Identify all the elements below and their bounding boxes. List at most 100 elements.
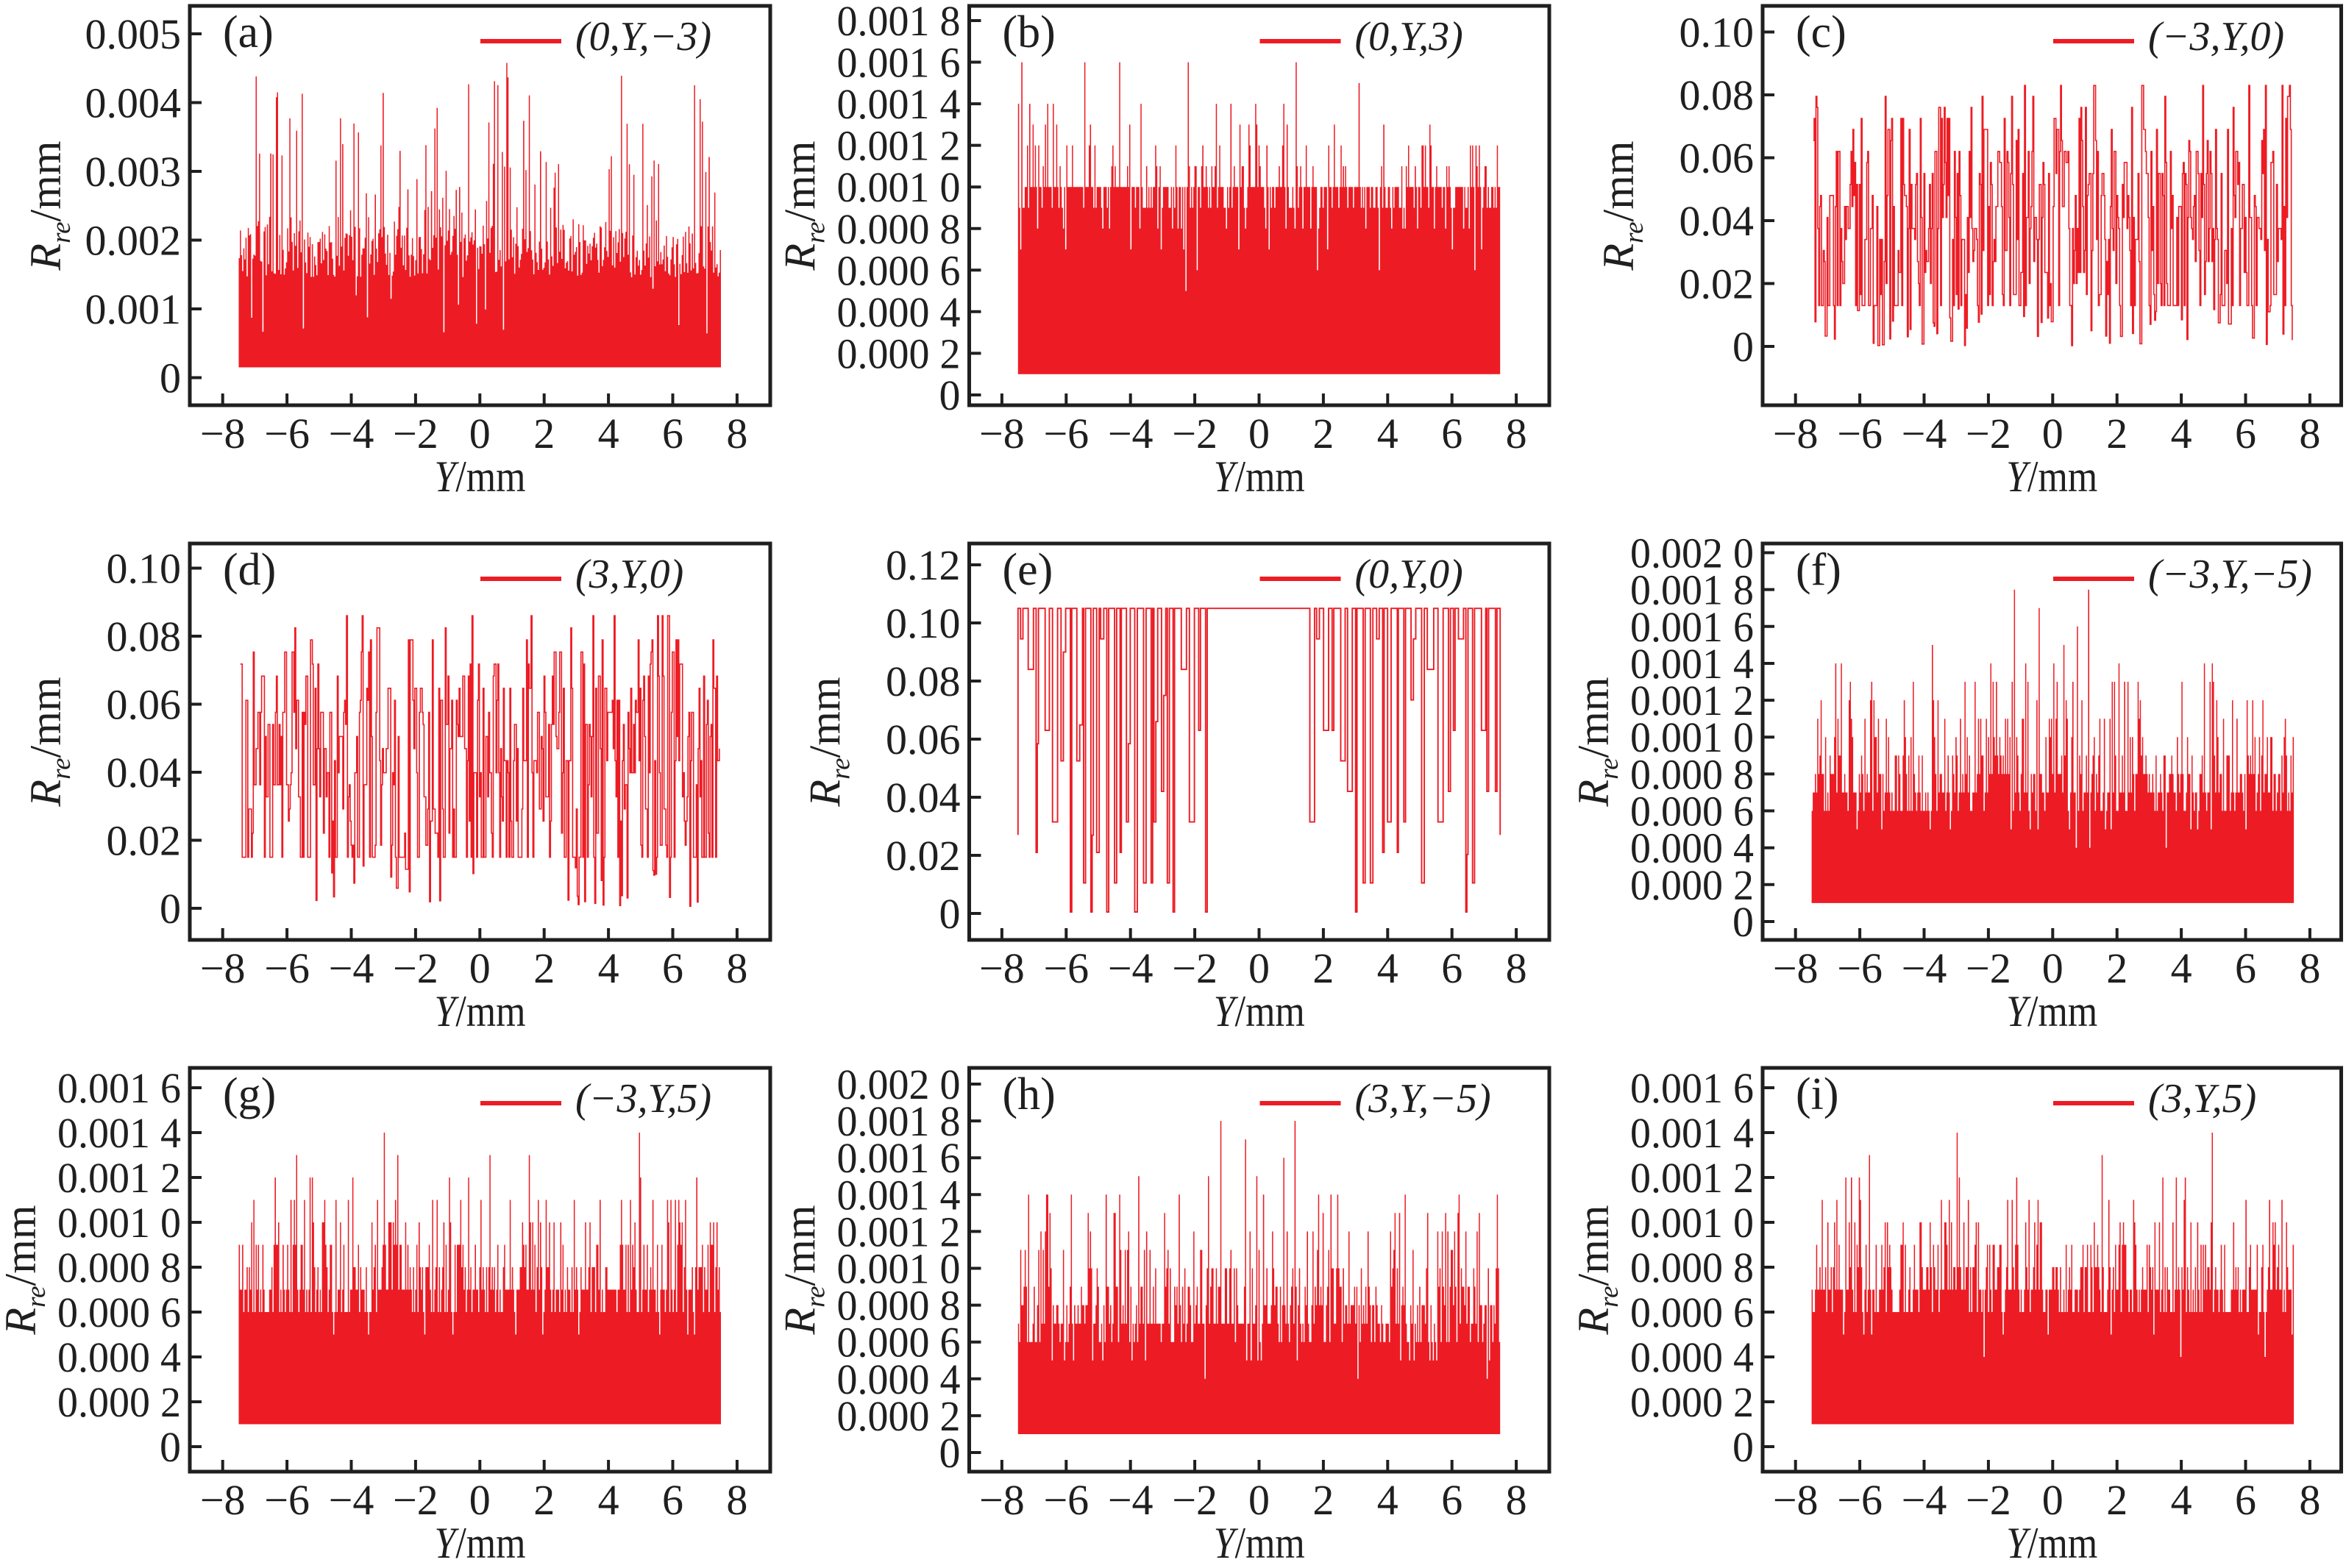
svg-text:−8: −8	[979, 1476, 1025, 1524]
svg-text:Y/mm: Y/mm	[435, 987, 526, 1036]
svg-text:Rre/mm: Rre/mm	[776, 140, 831, 271]
svg-text:0.000 4: 0.000 4	[837, 288, 961, 336]
svg-text:0.001 0: 0.001 0	[1630, 713, 1754, 761]
svg-text:6: 6	[2235, 1476, 2256, 1524]
svg-text:Rre/mm: Rre/mm	[1569, 677, 1624, 807]
svg-text:−4: −4	[1108, 944, 1154, 992]
svg-text:0.001 0: 0.001 0	[1630, 1199, 1754, 1247]
svg-text:−8: −8	[1773, 1476, 1819, 1524]
svg-text:0.001 8: 0.001 8	[1630, 566, 1754, 614]
svg-text:0.04: 0.04	[1679, 197, 1755, 245]
svg-text:0.000 8: 0.000 8	[57, 1244, 181, 1291]
svg-text:0.001 4: 0.001 4	[837, 1171, 961, 1219]
svg-text:0.001 4: 0.001 4	[837, 80, 961, 128]
svg-text:4: 4	[1377, 944, 1398, 992]
svg-text:2: 2	[533, 944, 555, 992]
svg-text:0: 0	[1732, 1423, 1754, 1471]
svg-text:(f): (f)	[1796, 545, 1841, 595]
svg-text:−6: −6	[1043, 410, 1089, 457]
svg-text:(3,Y,5): (3,Y,5)	[2148, 1076, 2256, 1122]
svg-text:0.002 0: 0.002 0	[837, 1061, 961, 1108]
svg-text:Rre/mm: Rre/mm	[21, 677, 77, 807]
svg-text:0.001 0: 0.001 0	[57, 1199, 181, 1247]
svg-text:0.000 2: 0.000 2	[1630, 861, 1754, 909]
svg-text:6: 6	[662, 944, 683, 992]
svg-text:−8: −8	[1773, 944, 1819, 992]
svg-text:0.000 8: 0.000 8	[837, 1282, 961, 1330]
svg-text:0: 0	[2042, 944, 2064, 992]
svg-text:0.001 0: 0.001 0	[837, 1245, 961, 1293]
svg-text:0: 0	[469, 1476, 491, 1524]
svg-text:−2: −2	[1966, 944, 2011, 992]
svg-text:0.001 6: 0.001 6	[837, 39, 961, 87]
svg-text:−8: −8	[979, 410, 1025, 457]
svg-text:0.02: 0.02	[107, 817, 182, 865]
svg-text:6: 6	[2235, 410, 2256, 457]
svg-text:0.000 2: 0.000 2	[837, 1392, 961, 1440]
svg-text:0.004: 0.004	[85, 79, 182, 127]
svg-text:0: 0	[1732, 323, 1754, 371]
svg-text:−6: −6	[1043, 944, 1089, 992]
svg-text:(b): (b)	[1003, 7, 1056, 57]
svg-text:0.000 6: 0.000 6	[837, 246, 961, 294]
svg-text:−2: −2	[393, 1476, 438, 1524]
svg-text:0.000 6: 0.000 6	[1630, 1289, 1754, 1336]
svg-text:0.02: 0.02	[1679, 260, 1755, 308]
svg-text:0.000 2: 0.000 2	[1630, 1378, 1754, 1426]
svg-text:0: 0	[939, 890, 961, 938]
svg-text:−4: −4	[1902, 944, 1947, 992]
svg-text:0: 0	[469, 944, 491, 992]
svg-text:4: 4	[1377, 1476, 1398, 1524]
svg-text:(−3,Y,−5): (−3,Y,−5)	[2148, 552, 2312, 597]
svg-text:−6: −6	[1837, 410, 1883, 457]
svg-text:−4: −4	[1902, 1476, 1947, 1524]
svg-text:(h): (h)	[1003, 1069, 1056, 1119]
svg-text:8: 8	[726, 410, 747, 457]
svg-text:0: 0	[160, 1423, 181, 1471]
svg-text:8: 8	[1506, 1476, 1527, 1524]
svg-text:0.001 4: 0.001 4	[57, 1109, 181, 1157]
svg-text:−6: −6	[1837, 1476, 1883, 1524]
svg-text:0.000 2: 0.000 2	[57, 1378, 181, 1426]
svg-text:0.10: 0.10	[1679, 9, 1755, 57]
svg-text:Rre/mm: Rre/mm	[21, 140, 77, 271]
svg-text:Rre/mm: Rre/mm	[0, 1205, 51, 1335]
svg-text:0: 0	[2042, 410, 2064, 457]
svg-text:−2: −2	[1172, 410, 1218, 457]
svg-text:0.12: 0.12	[886, 541, 961, 589]
svg-text:(a): (a)	[223, 7, 274, 57]
svg-text:−8: −8	[200, 1476, 246, 1524]
svg-text:0.000 4: 0.000 4	[837, 1355, 961, 1403]
svg-text:8: 8	[726, 944, 747, 992]
svg-text:−4: −4	[1108, 1476, 1154, 1524]
svg-text:4: 4	[1377, 410, 1398, 457]
svg-text:0.10: 0.10	[107, 545, 182, 593]
svg-text:0.06: 0.06	[1679, 135, 1755, 182]
svg-text:−2: −2	[393, 410, 438, 457]
svg-text:2: 2	[533, 1476, 555, 1524]
svg-text:6: 6	[1441, 944, 1462, 992]
svg-text:Rre/mm: Rre/mm	[776, 1205, 831, 1335]
svg-text:0.001 8: 0.001 8	[837, 1097, 961, 1145]
svg-text:6: 6	[2235, 944, 2256, 992]
svg-text:8: 8	[1506, 944, 1527, 992]
svg-text:Y/mm: Y/mm	[2006, 987, 2097, 1036]
svg-text:0.06: 0.06	[107, 681, 182, 729]
svg-text:0.08: 0.08	[886, 658, 961, 705]
svg-text:−2: −2	[1966, 1476, 2011, 1524]
svg-text:0: 0	[160, 885, 181, 933]
svg-text:Y/mm: Y/mm	[435, 452, 526, 501]
svg-text:−2: −2	[1966, 410, 2011, 457]
svg-text:8: 8	[1506, 410, 1527, 457]
svg-text:0.003: 0.003	[85, 148, 182, 196]
svg-text:Y/mm: Y/mm	[1214, 452, 1305, 501]
svg-text:2: 2	[2106, 1476, 2128, 1524]
svg-text:0.002 0: 0.002 0	[1630, 530, 1754, 577]
svg-text:−8: −8	[979, 944, 1025, 992]
svg-text:0.000 6: 0.000 6	[1630, 788, 1754, 835]
svg-text:(3,Y,−5): (3,Y,−5)	[1355, 1076, 1491, 1122]
svg-text:−4: −4	[329, 944, 374, 992]
svg-text:6: 6	[662, 410, 683, 457]
svg-text:0.04: 0.04	[107, 749, 182, 797]
svg-text:−4: −4	[329, 1476, 374, 1524]
